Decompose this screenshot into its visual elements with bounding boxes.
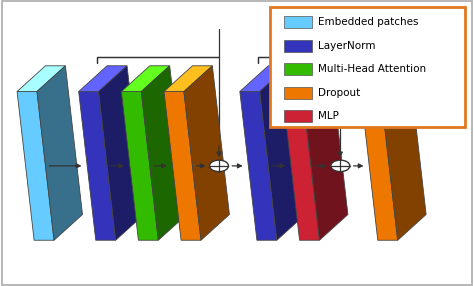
Polygon shape (164, 92, 201, 240)
Bar (284, 87, 312, 99)
Bar (284, 63, 312, 75)
Polygon shape (381, 66, 426, 240)
Polygon shape (240, 92, 277, 240)
Text: Multi-Head Attention: Multi-Head Attention (318, 64, 426, 74)
Polygon shape (37, 66, 82, 240)
Polygon shape (17, 92, 54, 240)
Polygon shape (79, 92, 116, 240)
Text: MLP: MLP (318, 111, 338, 121)
Polygon shape (121, 66, 170, 92)
Polygon shape (184, 66, 229, 240)
Polygon shape (240, 66, 288, 92)
Bar (284, 16, 312, 28)
FancyBboxPatch shape (270, 7, 465, 127)
Polygon shape (260, 66, 305, 240)
Text: Dropout: Dropout (318, 88, 360, 98)
Polygon shape (164, 66, 212, 92)
Polygon shape (141, 66, 187, 240)
Polygon shape (361, 66, 409, 92)
Polygon shape (17, 66, 65, 92)
Polygon shape (79, 66, 127, 92)
Polygon shape (283, 66, 331, 92)
Polygon shape (99, 66, 144, 240)
Polygon shape (121, 92, 158, 240)
Polygon shape (361, 92, 398, 240)
Circle shape (331, 160, 350, 172)
Polygon shape (283, 92, 319, 240)
Bar (284, 110, 312, 122)
Text: LayerNorm: LayerNorm (318, 41, 375, 51)
Circle shape (210, 160, 228, 172)
Bar (284, 40, 312, 52)
Text: Embedded patches: Embedded patches (318, 17, 418, 27)
Polygon shape (302, 66, 348, 240)
